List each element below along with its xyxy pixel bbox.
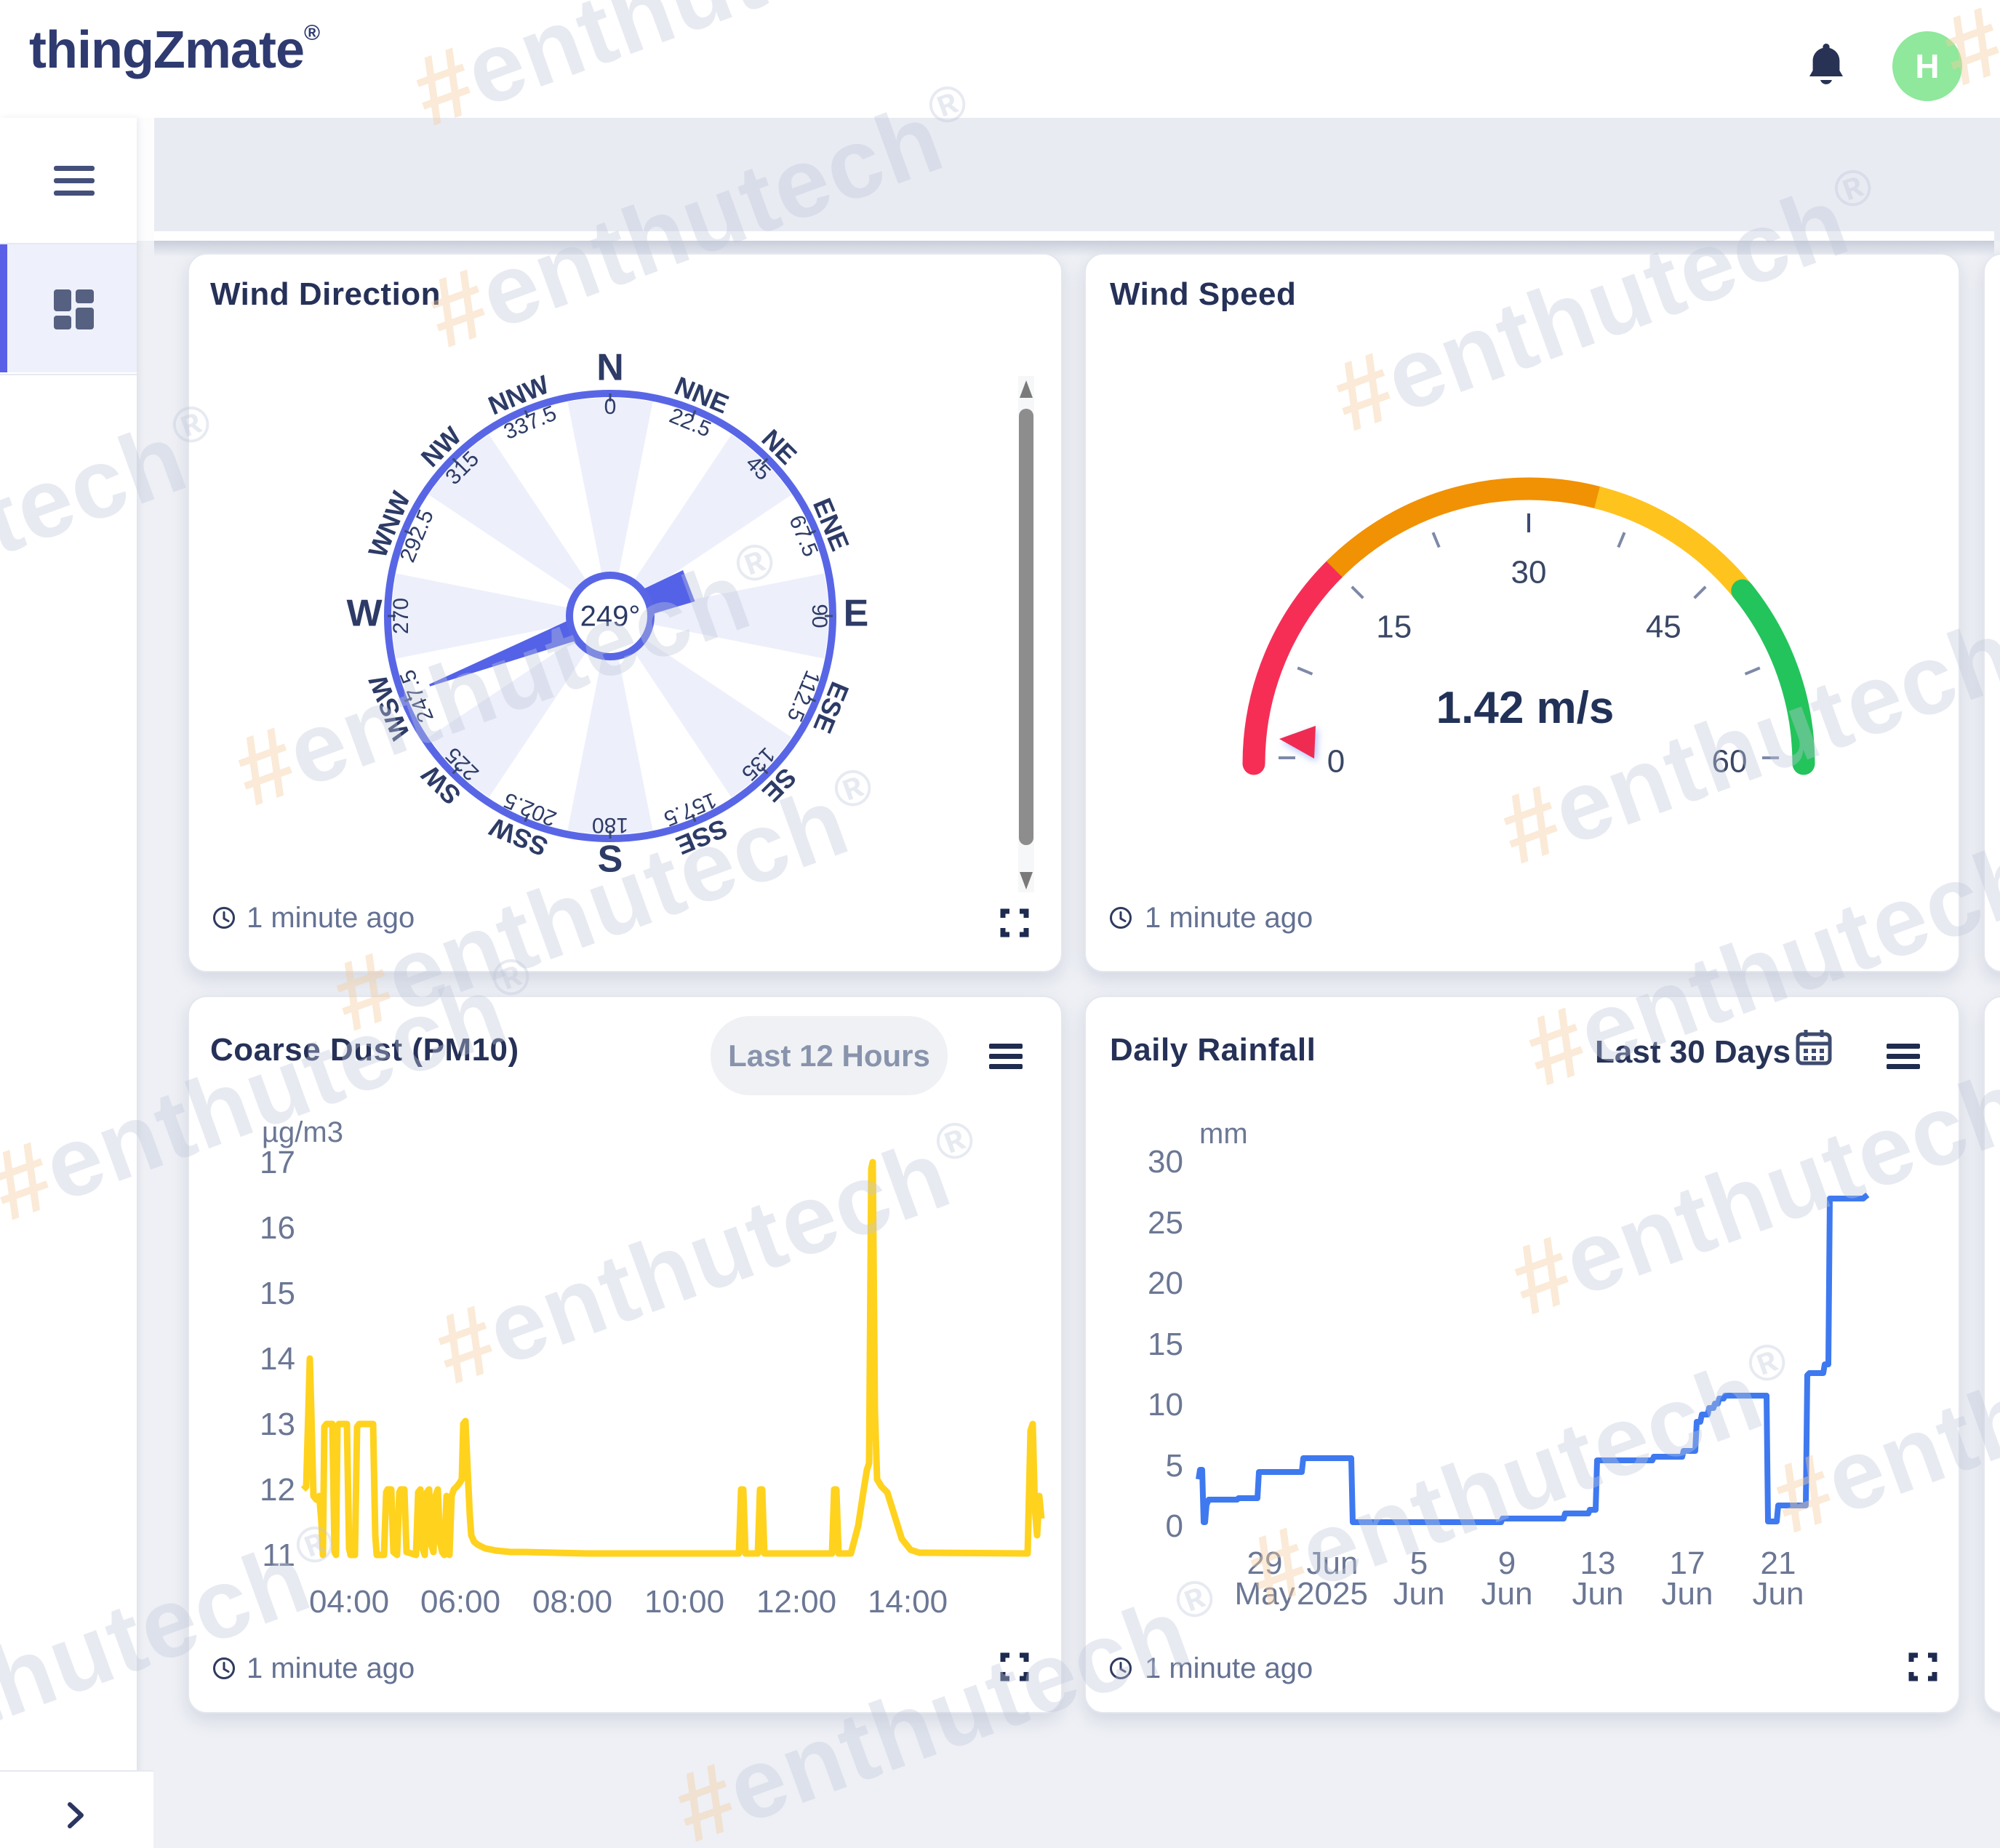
svg-text:180: 180 xyxy=(592,813,628,837)
svg-text:14: 14 xyxy=(260,1341,295,1377)
svg-text:Jun: Jun xyxy=(1393,1576,1445,1612)
svg-text:2025: 2025 xyxy=(1297,1576,1368,1612)
svg-text:Jun: Jun xyxy=(1753,1576,1804,1612)
svg-text:15: 15 xyxy=(1376,609,1412,644)
svg-text:60: 60 xyxy=(1712,744,1748,780)
svg-text:15: 15 xyxy=(1148,1327,1183,1362)
svg-text:µg/m3: µg/m3 xyxy=(262,1116,343,1148)
svg-text:13: 13 xyxy=(1580,1545,1616,1581)
svg-text:17: 17 xyxy=(1670,1545,1705,1581)
svg-text:Jun: Jun xyxy=(1481,1576,1533,1612)
svg-text:30: 30 xyxy=(1511,555,1547,591)
svg-text:12:00: 12:00 xyxy=(756,1584,836,1620)
svg-text:9: 9 xyxy=(1498,1545,1516,1581)
svg-text:45: 45 xyxy=(1646,609,1681,644)
svg-text:11: 11 xyxy=(262,1537,295,1573)
svg-text:29: 29 xyxy=(1247,1545,1283,1581)
svg-text:5: 5 xyxy=(1410,1545,1428,1581)
svg-text:30: 30 xyxy=(1148,1144,1183,1180)
svg-text:Jun: Jun xyxy=(1662,1576,1713,1612)
svg-text:04:00: 04:00 xyxy=(309,1584,389,1620)
svg-text:May: May xyxy=(1234,1576,1295,1612)
svg-text:10:00: 10:00 xyxy=(644,1584,724,1620)
svg-text:270: 270 xyxy=(389,598,413,634)
svg-text:W: W xyxy=(346,593,383,635)
svg-text:E: E xyxy=(844,593,869,635)
svg-text:Jun: Jun xyxy=(1307,1545,1359,1581)
svg-text:0: 0 xyxy=(604,395,617,419)
svg-text:20: 20 xyxy=(1148,1265,1183,1301)
svg-text:17: 17 xyxy=(260,1145,295,1180)
svg-text:S: S xyxy=(598,839,623,881)
svg-text:90: 90 xyxy=(807,604,831,628)
svg-text:5: 5 xyxy=(1166,1448,1183,1484)
svg-text:N: N xyxy=(596,347,624,389)
svg-text:13: 13 xyxy=(260,1407,295,1442)
svg-text:16: 16 xyxy=(260,1210,295,1246)
svg-text:15: 15 xyxy=(260,1276,295,1311)
svg-text:Jun: Jun xyxy=(1572,1576,1624,1612)
svg-text:mm: mm xyxy=(1199,1118,1248,1150)
svg-text:14:00: 14:00 xyxy=(868,1584,948,1620)
svg-text:249°: 249° xyxy=(580,601,641,633)
svg-text:1.42 m/s: 1.42 m/s xyxy=(1436,683,1615,733)
svg-text:0: 0 xyxy=(1166,1508,1183,1544)
svg-text:08:00: 08:00 xyxy=(532,1584,612,1620)
svg-text:10: 10 xyxy=(1148,1387,1183,1423)
svg-text:0: 0 xyxy=(1327,744,1345,780)
svg-text:25: 25 xyxy=(1148,1205,1183,1241)
svg-text:12: 12 xyxy=(260,1472,295,1508)
svg-text:21: 21 xyxy=(1761,1545,1796,1581)
svg-text:06:00: 06:00 xyxy=(420,1584,500,1620)
